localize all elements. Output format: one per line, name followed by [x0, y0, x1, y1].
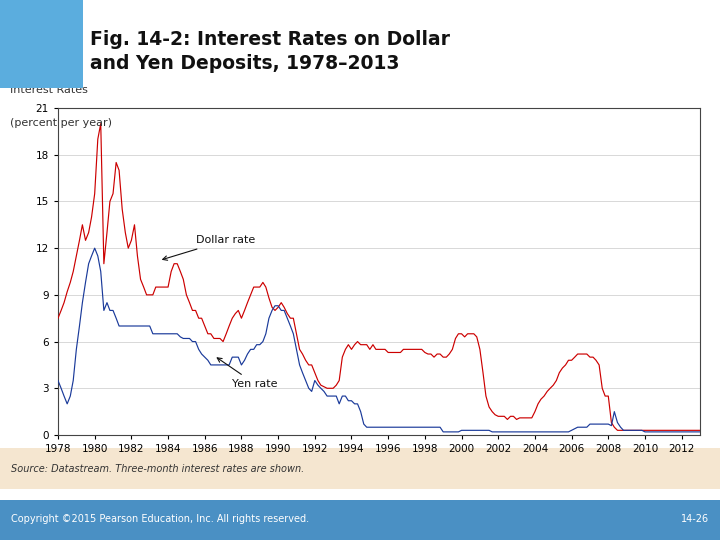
Text: Source: Datastream. Three-month interest rates are shown.: Source: Datastream. Three-month interest…: [11, 464, 304, 474]
Text: Interest Rates: Interest Rates: [10, 85, 88, 95]
Text: Fig. 14-2: Interest Rates on Dollar
and Yen Deposits, 1978–2013: Fig. 14-2: Interest Rates on Dollar and …: [90, 30, 450, 73]
Text: Yen rate: Yen rate: [217, 358, 278, 389]
Text: Copyright ©2015 Pearson Education, Inc. All rights reserved.: Copyright ©2015 Pearson Education, Inc. …: [11, 515, 309, 524]
Text: Dollar rate: Dollar rate: [163, 235, 255, 260]
Text: 14-26: 14-26: [681, 515, 709, 524]
Text: (percent per year): (percent per year): [10, 118, 112, 128]
